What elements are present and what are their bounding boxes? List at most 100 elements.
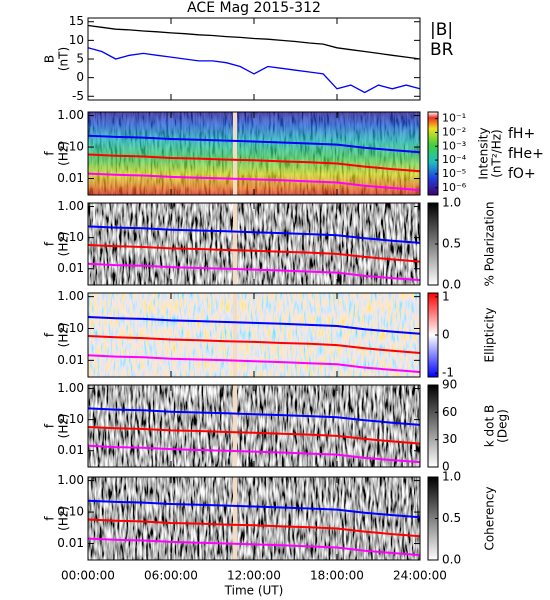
y-tick-label: 0.01: [57, 261, 84, 275]
data-line: [87, 225, 421, 244]
y-axis-label: (Hz): [57, 232, 71, 257]
data-line: [87, 134, 421, 154]
x-axis-label: Time (UT): [224, 584, 284, 598]
colorbar-tick-label: 0: [442, 328, 450, 342]
data-line: [87, 153, 421, 173]
colorbar-label: % Polarization: [483, 202, 497, 287]
colorbar-tick-label: 10⁻²: [442, 125, 466, 138]
colorbar-label: Ellipticity: [483, 308, 497, 363]
legend-entry: fHe+: [508, 146, 544, 162]
data-line: [87, 244, 421, 263]
y-tick-label: 0.01: [57, 353, 84, 367]
colorbar-label: k dot B: [483, 405, 497, 447]
data-line: [87, 172, 421, 192]
colorbar-tick-label: -1: [442, 366, 454, 380]
data-gap: [233, 385, 237, 467]
spectrogram-image: [88, 385, 420, 467]
data-gap: [233, 293, 237, 377]
colorbar-tick-label: 0.5: [442, 511, 461, 525]
data-line: [87, 47, 421, 94]
data-line: [87, 262, 421, 282]
y-tick-label: 0.01: [57, 443, 84, 457]
colorbar-label: Intensity: [477, 127, 491, 179]
data-line: [87, 407, 421, 426]
colorbar-tick-label: 0.0: [442, 278, 461, 292]
y-tick-label: 15: [69, 14, 84, 28]
colorbar-tick-label: 0.5: [442, 237, 461, 251]
colorbar-tick-label: 1.0: [442, 470, 461, 484]
colorbar-label: (nT²/Hz): [490, 129, 504, 177]
spectrogram-image: [88, 203, 420, 285]
y-axis-label: B: [43, 55, 57, 63]
data-line: [87, 426, 421, 445]
x-tick-label: 06:00:00: [144, 569, 198, 583]
colorbar-tick-label: 10⁻⁵: [442, 167, 466, 180]
x-tick-label: 24:00:00: [393, 569, 447, 583]
legend-entry: fH+: [508, 126, 535, 142]
y-tick-label: 0.01: [57, 536, 84, 550]
y-tick-label: 10: [69, 33, 84, 47]
spectrogram-image: [88, 477, 420, 560]
x-tick-label: 00:00:00: [61, 569, 115, 583]
colorbar: [427, 111, 439, 196]
y-tick-label: 1.00: [57, 199, 84, 213]
y-axis-label: f: [43, 516, 57, 521]
colorbar-tick-label: 10⁻¹: [442, 112, 466, 125]
data-gap: [233, 112, 237, 195]
y-tick-label: 0.10: [57, 230, 84, 244]
y-tick-label: 0.10: [57, 140, 84, 154]
legend-entry: fO+: [508, 166, 536, 182]
y-axis-label: (Hz): [57, 414, 71, 439]
colorbar-tick-label: 10⁻⁴: [442, 153, 467, 166]
colorbar-tick-label: 1: [442, 289, 450, 303]
data-line: [87, 335, 421, 354]
y-axis-label: (Hz): [57, 323, 71, 348]
legend-entry: |B|: [430, 20, 453, 40]
colorbar-tick-label: 60: [442, 405, 457, 419]
y-tick-label: 1.00: [57, 108, 84, 122]
y-tick-label: 0.10: [57, 412, 84, 426]
colorbar-tick-label: 0: [442, 460, 450, 474]
data-gap: [233, 477, 237, 560]
legend-entry: BR: [430, 40, 454, 60]
y-axis-label: (Hz): [57, 506, 71, 531]
colorbar-tick-label: 10⁻³: [442, 139, 466, 152]
y-axis-label: (Hz): [57, 141, 71, 166]
data-line: [87, 518, 421, 538]
data-gap: [233, 203, 237, 285]
data-line: [87, 444, 421, 464]
data-line: [87, 354, 421, 373]
y-tick-label: 0: [76, 70, 84, 84]
data-line: [87, 316, 421, 335]
colorbar-label: (Deg): [496, 409, 510, 443]
data-line: [87, 537, 421, 557]
y-tick-label: 0.10: [57, 321, 84, 335]
y-tick-label: 0.10: [57, 505, 84, 519]
y-tick-label: 0.01: [57, 171, 84, 185]
y-axis-label: f: [43, 332, 57, 337]
y-tick-label: 1.00: [57, 473, 84, 487]
colorbar-tick-label: 0.0: [442, 553, 461, 567]
chart-title: ACE Mag 2015-312: [187, 0, 321, 16]
colorbar: [427, 384, 439, 468]
y-tick-label: 1.00: [57, 289, 84, 303]
x-tick-label: 12:00:00: [227, 569, 281, 583]
spectrogram-texture: [88, 112, 420, 195]
y-axis-label: f: [43, 423, 57, 428]
y-axis-label: f: [43, 151, 57, 156]
colorbar-tick-label: 10⁻⁶: [442, 181, 467, 194]
y-axis-label: (nT): [57, 47, 71, 71]
data-line: [87, 499, 421, 519]
x-tick-label: 18:00:00: [310, 569, 364, 583]
data-line: [87, 24, 421, 60]
y-axis-label: f: [43, 241, 57, 246]
spectrogram-backgrounds: [88, 112, 420, 560]
y-tick-label: 1.00: [57, 381, 84, 395]
colorbar-tick-label: 30: [442, 432, 457, 446]
colorbar-tick-label: 1.0: [442, 196, 461, 210]
colorbar-tick-label: 90: [442, 378, 457, 392]
y-tick-label: -5: [72, 89, 84, 103]
y-tick-label: 5: [76, 52, 84, 66]
spectrogram-image: [88, 293, 420, 377]
